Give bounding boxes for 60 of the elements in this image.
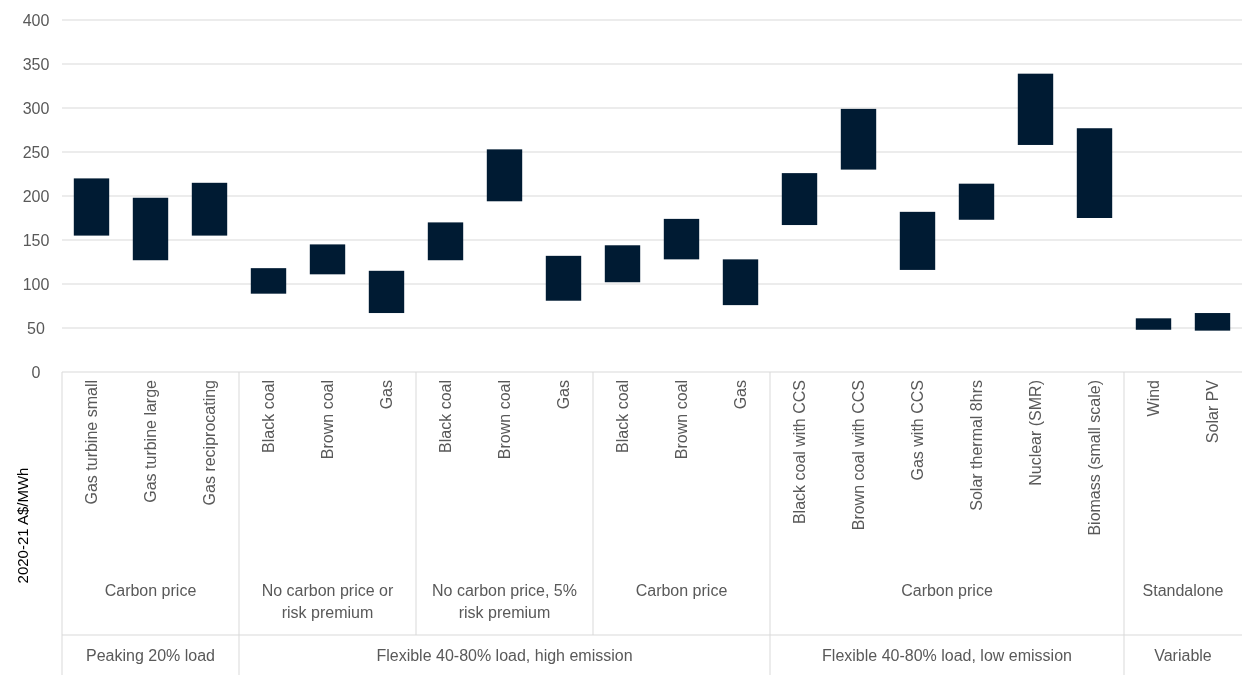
text: No carbon price or risk premium bbox=[261, 582, 394, 621]
y-axis-title: 2020-21 A$/MWh bbox=[14, 467, 31, 584]
bar bbox=[722, 259, 759, 306]
text: Carbon price bbox=[901, 582, 993, 599]
x-tick-label: Brown coal bbox=[673, 380, 691, 460]
x-tick-label: Wind bbox=[1145, 380, 1163, 417]
text: Flexible 40-80% load, high emission bbox=[376, 647, 633, 664]
bar bbox=[663, 218, 700, 260]
x-tick-label: Black coal bbox=[260, 380, 278, 453]
bar bbox=[1076, 128, 1113, 218]
bar bbox=[427, 222, 464, 261]
y-tick-label: 200 bbox=[22, 187, 50, 205]
bar bbox=[132, 197, 169, 261]
y-tick-label: 300 bbox=[22, 99, 50, 117]
y-tick-label: 100 bbox=[22, 275, 50, 293]
bar bbox=[545, 255, 582, 301]
y-tick-label: 250 bbox=[22, 143, 50, 161]
y-tick-label: 350 bbox=[22, 55, 50, 73]
x-tick-label: Black coal with CCS bbox=[791, 380, 809, 525]
y-tick-label: 50 bbox=[27, 319, 45, 337]
bar bbox=[899, 211, 936, 270]
x-tick-label: Brown coal bbox=[496, 380, 514, 460]
x-tick-label: Brown coal with CCS bbox=[850, 380, 868, 531]
bar bbox=[840, 108, 877, 170]
bar bbox=[1194, 313, 1231, 331]
y-tick-label: 150 bbox=[22, 231, 50, 249]
x-tick-label: Gas bbox=[555, 380, 573, 410]
bar bbox=[73, 178, 110, 236]
x-tick-label: Gas bbox=[378, 380, 396, 410]
bar bbox=[1017, 73, 1054, 145]
text: Carbon price bbox=[104, 582, 197, 599]
bar bbox=[486, 149, 523, 202]
bar bbox=[781, 173, 818, 226]
x-tick-label: Brown coal bbox=[319, 380, 337, 460]
bar bbox=[191, 182, 228, 236]
text: Variable bbox=[1154, 647, 1212, 664]
text: Flexible 40-80% load, low emission bbox=[822, 647, 1072, 664]
text: Standalone bbox=[1142, 582, 1224, 599]
x-tick-label: Black coal bbox=[437, 380, 455, 453]
x-tick-label: Gas turbine small bbox=[83, 380, 101, 505]
x-tick-label: Gas with CCS bbox=[909, 380, 927, 481]
x-tick-label: Gas reciprocating bbox=[201, 380, 219, 506]
text: Peaking 20% load bbox=[86, 647, 215, 664]
bar bbox=[1135, 318, 1172, 330]
y-tick-label: 400 bbox=[22, 11, 50, 29]
bar bbox=[604, 245, 641, 283]
x-tick-label: Black coal bbox=[614, 380, 632, 453]
x-tick-label: Nuclear (SMR) bbox=[1027, 380, 1045, 486]
y-tick-label: 0 bbox=[31, 363, 41, 381]
bar bbox=[368, 270, 405, 314]
x-tick-label: Biomass (small scale) bbox=[1086, 380, 1104, 536]
x-tick-label: Solar thermal 8hrs bbox=[968, 380, 986, 511]
text: Carbon price bbox=[635, 582, 728, 599]
bar bbox=[250, 268, 287, 294]
text: No carbon price, 5% risk premium bbox=[432, 582, 577, 621]
x-tick-label: Solar PV bbox=[1204, 379, 1222, 444]
x-tick-label: Gas bbox=[732, 380, 750, 410]
bar bbox=[958, 183, 995, 220]
bar bbox=[309, 244, 346, 275]
x-tick-label: Gas turbine large bbox=[142, 379, 160, 503]
